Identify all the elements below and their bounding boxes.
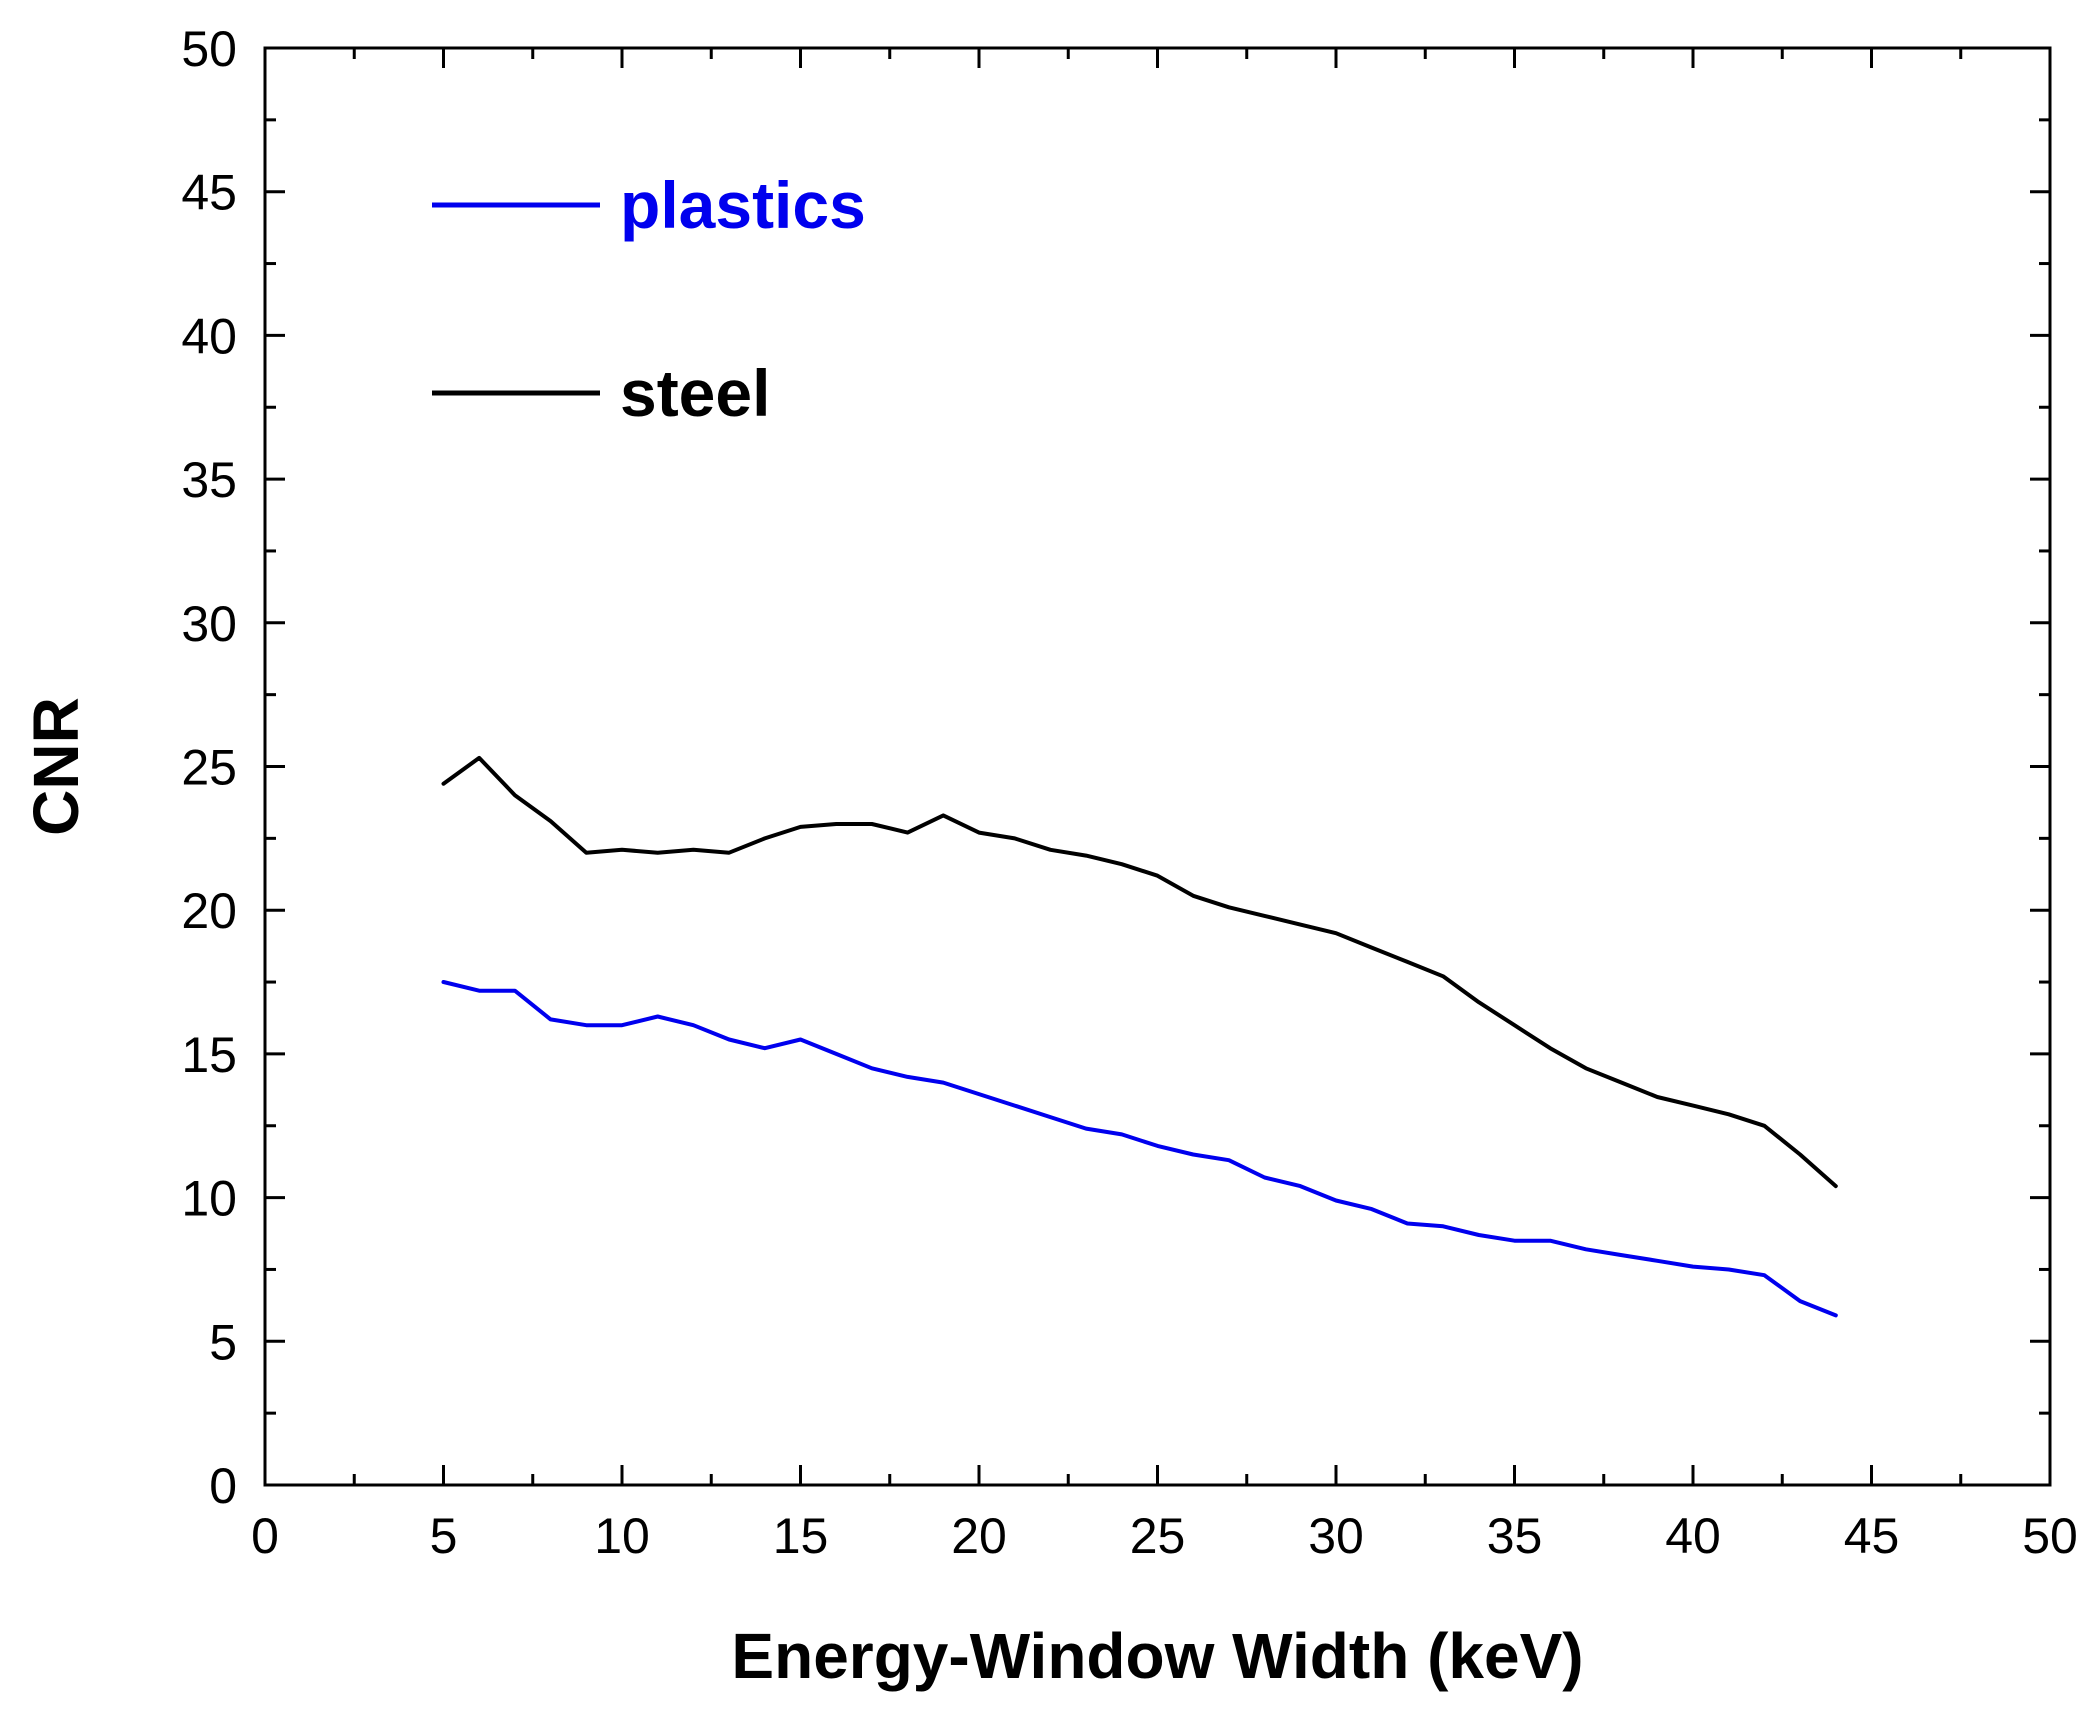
x-tick-label: 5 [430, 1508, 458, 1564]
x-tick-label: 50 [2022, 1508, 2078, 1564]
x-tick-label: 25 [1130, 1508, 1186, 1564]
x-tick-label: 45 [1844, 1508, 1900, 1564]
x-tick-label: 40 [1665, 1508, 1721, 1564]
x-tick-label: 0 [251, 1508, 279, 1564]
x-tick-label: 10 [594, 1508, 650, 1564]
y-tick-label: 20 [181, 883, 237, 939]
y-tick-labels: 0 5 10 15 20 25 30 35 40 45 50 [181, 21, 237, 1514]
y-axis-title: CNR [20, 697, 92, 836]
x-tick-labels: 0 5 10 15 20 25 30 35 40 45 50 [251, 1508, 2078, 1564]
y-tick-label: 25 [181, 740, 237, 796]
x-axis-title: Energy-Window Width (keV) [731, 1620, 1583, 1692]
x-tick-label: 35 [1487, 1508, 1543, 1564]
y-tick-label: 35 [181, 452, 237, 508]
plot-area-frame [263, 46, 2052, 1487]
series-line-plastics [441, 980, 1838, 1318]
y-tick-label: 15 [181, 1027, 237, 1083]
series-line-steel [441, 755, 1838, 1189]
y-tick-label: 50 [181, 21, 237, 77]
y-tick-label: 30 [181, 596, 237, 652]
y-tick-label: 45 [181, 165, 237, 221]
x-tick-label: 15 [773, 1508, 829, 1564]
x-tick-label: 30 [1308, 1508, 1364, 1564]
legend: plastics steel [432, 168, 866, 430]
legend-label-steel: steel [620, 356, 770, 430]
y-tick-label: 10 [181, 1171, 237, 1227]
y-tick-label: 0 [209, 1458, 237, 1514]
y-tick-label: 5 [209, 1314, 237, 1370]
series-lines [441, 755, 1838, 1318]
y-tick-label: 40 [181, 308, 237, 364]
legend-label-plastics: plastics [620, 168, 866, 242]
x-tick-label: 20 [951, 1508, 1007, 1564]
